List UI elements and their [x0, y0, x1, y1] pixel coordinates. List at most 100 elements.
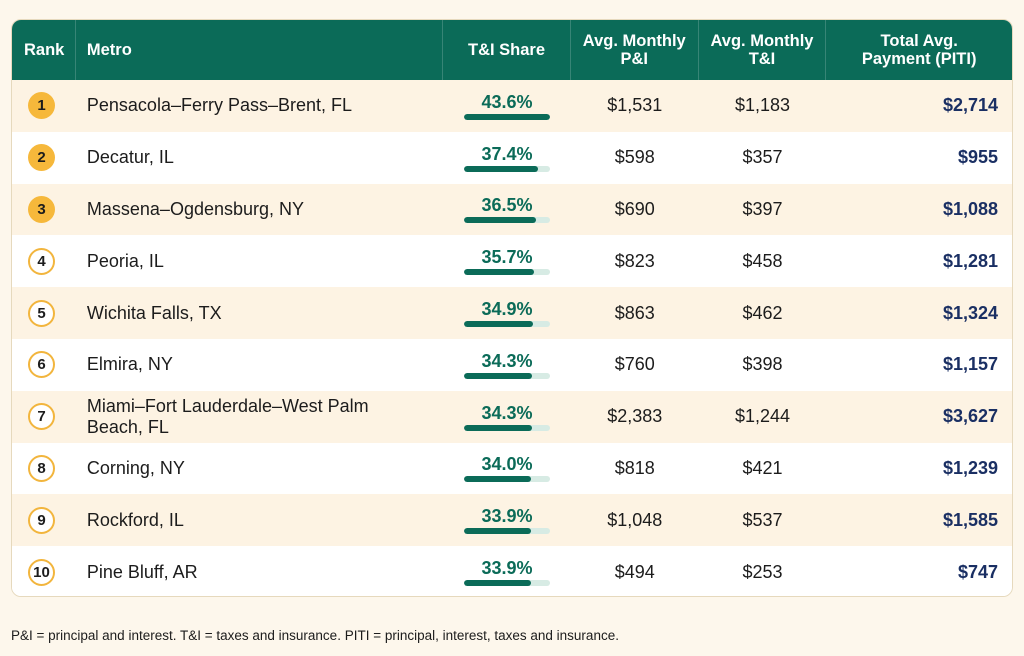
- pi-cell: $690: [571, 184, 699, 236]
- rank-number: 3: [37, 200, 46, 218]
- share-value: 36.5%: [481, 195, 533, 216]
- header-share-label: T&I Share: [468, 41, 546, 59]
- metro-name: Elmira, NY: [86, 354, 173, 375]
- share-cell: 33.9%: [443, 546, 571, 596]
- metro-cell: Massena–Ogdensburg, NY: [76, 184, 443, 236]
- share-cell: 34.3%: [443, 339, 571, 391]
- total-value: $955: [957, 147, 998, 168]
- table-body: 1 Pensacola–Ferry Pass–Brent, FL 43.6% $…: [12, 80, 1012, 596]
- metro-cell: Wichita Falls, TX: [76, 287, 443, 339]
- share-indicator: 35.7%: [464, 247, 551, 276]
- pi-value: $863: [614, 302, 655, 323]
- rank-cell: 8: [12, 443, 76, 495]
- share-indicator: 43.6%: [464, 91, 551, 120]
- pi-cell: $823: [571, 235, 699, 287]
- rank-number: 2: [37, 149, 46, 167]
- share-bar-fill: [464, 528, 531, 535]
- metro-name: Rockford, IL: [86, 509, 184, 530]
- rank-number: 1: [37, 97, 46, 115]
- ti-value: $398: [742, 354, 783, 375]
- table-row: 6 Elmira, NY 34.3% $760 $398 $1,157: [12, 338, 1012, 391]
- ti-cell: $421: [699, 443, 827, 495]
- share-value: 35.7%: [481, 247, 533, 268]
- share-bar-track: [464, 476, 551, 483]
- share-value: 37.4%: [481, 143, 533, 164]
- header-rank-label: Rank: [24, 41, 65, 59]
- ti-value: $357: [742, 147, 783, 168]
- rank-cell: 1: [12, 80, 76, 132]
- total-value: $1,157: [942, 354, 998, 375]
- share-value: 33.9%: [481, 558, 533, 579]
- rank-cell: 5: [12, 287, 76, 339]
- rank-badge: 9: [28, 506, 55, 534]
- share-bar-fill: [464, 372, 532, 379]
- total-value: $1,585: [942, 509, 998, 530]
- share-indicator: 33.9%: [464, 558, 551, 587]
- ti-value: $462: [742, 302, 783, 323]
- total-value: $3,627: [942, 406, 998, 427]
- share-bar-fill: [464, 424, 532, 431]
- share-bar-fill: [464, 113, 551, 120]
- metro-cell: Elmira, NY: [76, 339, 443, 391]
- rank-cell: 7: [12, 391, 76, 443]
- share-indicator: 34.9%: [464, 299, 551, 328]
- metro-cell: Peoria, IL: [76, 235, 443, 287]
- ti-value: $537: [742, 509, 783, 530]
- pi-value: $494: [614, 561, 655, 582]
- rank-cell: 10: [12, 546, 76, 596]
- header-total-label: Total Avg. Payment (PITI): [861, 32, 977, 68]
- metro-cell: Corning, NY: [76, 443, 443, 495]
- rank-number: 9: [37, 511, 46, 529]
- share-cell: 35.7%: [443, 235, 571, 287]
- ti-cell: $462: [699, 287, 827, 339]
- share-value: 43.6%: [481, 91, 533, 112]
- total-cell: $1,324: [826, 287, 1012, 339]
- total-value: $1,239: [942, 457, 998, 478]
- metro-name: Miami–Fort Lauderdale–West Palm Beach, F…: [86, 395, 369, 437]
- metro-name: Pensacola–Ferry Pass–Brent, FL: [86, 95, 353, 116]
- header-ti-label: Avg. Monthly T&I: [710, 32, 814, 68]
- pi-cell: $863: [571, 287, 699, 339]
- header-metro: Metro: [76, 20, 444, 80]
- share-indicator: 34.3%: [464, 403, 551, 431]
- share-bar-track: [464, 165, 551, 172]
- ti-cell: $397: [699, 184, 827, 236]
- rank-badge: 3: [28, 195, 55, 223]
- ti-cell: $458: [699, 235, 827, 287]
- metro-name: Pine Bluff, AR: [86, 561, 198, 582]
- metro-name: Wichita Falls, TX: [86, 302, 222, 323]
- total-cell: $955: [826, 132, 1012, 184]
- share-bar-track: [464, 424, 551, 431]
- table-row: 7 Miami–Fort Lauderdale–West Palm Beach,…: [12, 390, 1012, 443]
- share-cell: 33.9%: [443, 494, 571, 546]
- pi-value: $690: [614, 198, 655, 219]
- share-value: 33.9%: [481, 506, 533, 527]
- metro-name: Corning, NY: [86, 457, 185, 478]
- total-cell: $1,088: [826, 184, 1012, 236]
- ti-cell: $398: [699, 339, 827, 391]
- rank-number: 7: [37, 408, 46, 426]
- share-indicator: 33.9%: [464, 506, 551, 535]
- pi-cell: $818: [571, 443, 699, 495]
- rank-cell: 6: [12, 339, 76, 391]
- metro-cell: Decatur, IL: [76, 132, 443, 184]
- table-row: 2 Decatur, IL 37.4% $598 $357 $955: [12, 131, 1012, 184]
- total-value: $747: [957, 561, 998, 582]
- share-cell: 43.6%: [443, 80, 571, 132]
- share-bar-track: [464, 372, 551, 379]
- rank-badge: 6: [28, 351, 55, 379]
- header-pi: Avg. Monthly P&I: [571, 20, 699, 80]
- share-cell: 34.3%: [443, 391, 571, 443]
- rank-number: 6: [37, 356, 46, 374]
- metro-cell: Miami–Fort Lauderdale–West Palm Beach, F…: [76, 391, 443, 443]
- share-cell: 34.0%: [443, 443, 571, 495]
- header-ti: Avg. Monthly T&I: [699, 20, 827, 80]
- ti-value: $458: [742, 250, 783, 271]
- metro-name: Peoria, IL: [86, 250, 164, 271]
- share-cell: 34.9%: [443, 287, 571, 339]
- share-bar-fill: [464, 269, 535, 276]
- rank-cell: 3: [12, 184, 76, 236]
- pi-value: $760: [614, 354, 655, 375]
- pi-cell: $2,383: [571, 391, 699, 443]
- ti-cell: $537: [699, 494, 827, 546]
